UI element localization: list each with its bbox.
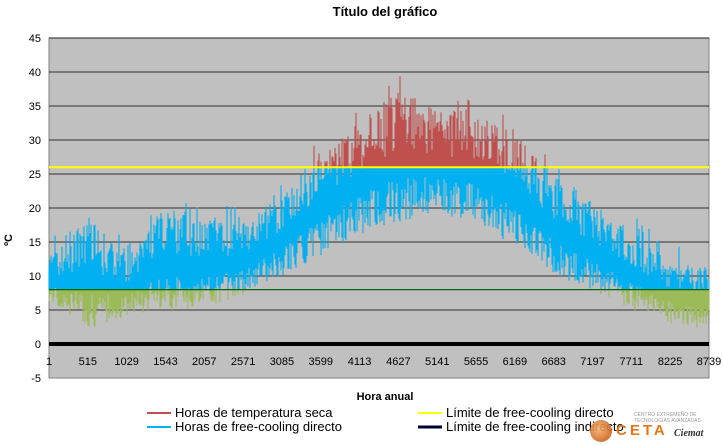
- x-tick-label: 2057: [192, 356, 216, 368]
- y-tick-label: 30: [29, 135, 41, 147]
- y-tick-label: 45: [29, 33, 41, 45]
- reference-lines: [49, 166, 709, 346]
- y-tick-label: 10: [29, 271, 41, 283]
- logo-subtitle: CENTRO EXTREMEÑO DE TECNOLOGÍAS AVANZADA…: [634, 412, 701, 424]
- logo-ciemat-text: Ciemat: [674, 428, 704, 439]
- legend-label: Horas de free-cooling directo: [175, 419, 342, 434]
- y-tick-label: 5: [35, 305, 41, 317]
- logo-ceta-text: CETA: [616, 422, 668, 439]
- x-tick-label: 515: [79, 356, 97, 368]
- y-tick-label: 40: [29, 67, 41, 79]
- x-axis-title: Hora anual: [357, 391, 414, 403]
- y-tick-label: 25: [29, 169, 41, 181]
- x-tick-label: 8739: [697, 356, 721, 368]
- x-tick-label: 8225: [658, 356, 682, 368]
- x-tick-label: 1543: [153, 356, 177, 368]
- y-tick-label: -5: [31, 373, 41, 385]
- legend-label: Límite de free-cooling directo: [446, 405, 614, 420]
- y-tick-label: 20: [29, 203, 41, 215]
- y-tick-label: 15: [29, 237, 41, 249]
- x-tick-label: 3085: [270, 356, 294, 368]
- legend-label: Horas de temperatura seca: [175, 405, 333, 420]
- x-tick-labels: 1 515 1029 1543 2057 2571 3085 3599 4113 4627 5141…: [46, 356, 721, 368]
- series-temperatura-seca: [313, 76, 548, 168]
- x-tick-label: 1029: [114, 356, 138, 368]
- chart-title: Título del gráfico: [333, 4, 438, 19]
- x-tick-label: 5655: [464, 356, 488, 368]
- x-tick-label: 6683: [541, 356, 565, 368]
- x-tick-label: 2571: [231, 356, 255, 368]
- legend-label: Límite de free-cooling indirecto: [446, 419, 624, 434]
- y-axis-title: ºC: [3, 234, 15, 246]
- y-tick-label: 0: [35, 339, 41, 351]
- y-tick-labels: -5 0 5 10 15 20 25 30 35 40 45: [29, 33, 41, 385]
- x-tick-label: 6169: [503, 356, 527, 368]
- x-tick-label: 4627: [386, 356, 410, 368]
- series-free-cooling-directo: [48, 167, 710, 290]
- ceta-ciemat-logo: CETA Ciemat CENTRO EXTREMEÑO DE TECNOLOG…: [586, 412, 720, 444]
- x-tick-label: 3599: [309, 356, 333, 368]
- x-tick-label: 5141: [425, 356, 449, 368]
- x-tick-label: 7711: [620, 356, 644, 368]
- x-tick-label: 7197: [580, 356, 604, 368]
- y-tick-label: 35: [29, 101, 41, 113]
- logo-mark-icon: [590, 420, 612, 442]
- x-tick-label: 1: [46, 356, 52, 368]
- x-tick-label: 4113: [348, 356, 372, 368]
